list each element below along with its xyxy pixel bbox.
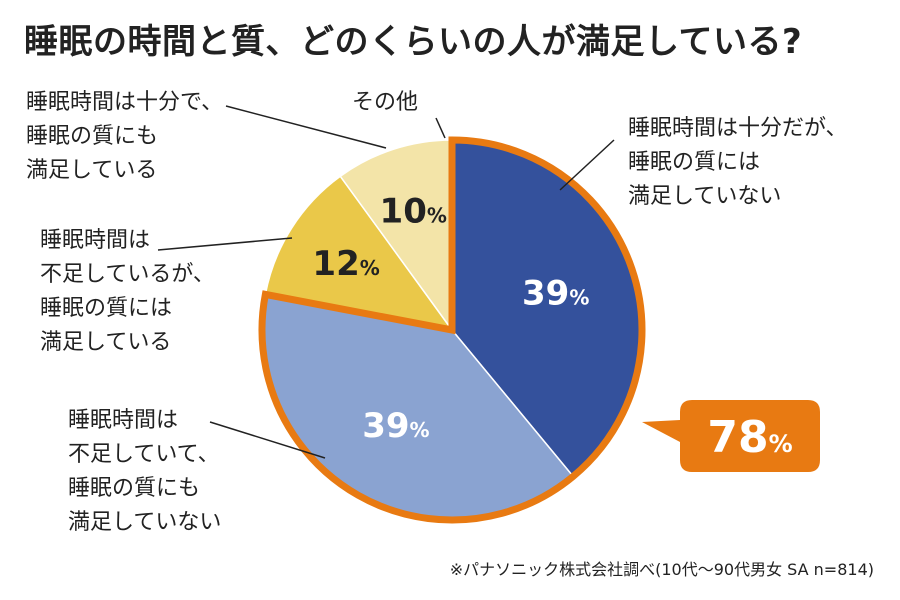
leader-line-5 [435,117,446,139]
leader-line-3 [157,237,293,251]
source-note: ※パナソニック株式会社調べ(10代〜90代男女 SA n=814) [449,560,874,579]
slice-value-4: 10% [380,192,447,232]
chart-title: 睡眠の時間と質、どのくらいの人が満足している? [24,22,803,62]
leader-line-1 [559,139,615,191]
slice-label-time-short-quality-unsatisfied: 睡眠時間は 不足していて、 睡眠の質にも 満足していない [68,408,222,535]
highlight-outline [258,136,646,524]
slice-value-3: 12% [312,244,379,284]
callout-text: 78% [707,412,792,463]
leader-line-2 [209,421,326,459]
slice-label-other: その他 [352,90,419,115]
slice-value-2: 39% [362,406,429,446]
leader-line-4 [225,105,387,149]
slice-label-time-enough-quality-unsatisfied: 睡眠時間は十分だが、 睡眠の質には 満足していない [628,116,848,209]
callout-bubble [642,400,820,472]
slice-label-time-short-quality-satisfied: 睡眠時間は 不足しているが、 睡眠の質には 満足している [40,228,215,355]
pie-slice-4 [339,139,453,333]
slice-label-time-enough-quality-satisfied: 睡眠時間は十分で、 睡眠の質にも 満足している [26,90,224,183]
slice-value-1: 39% [522,274,589,314]
pie-slice-3 [264,175,454,332]
